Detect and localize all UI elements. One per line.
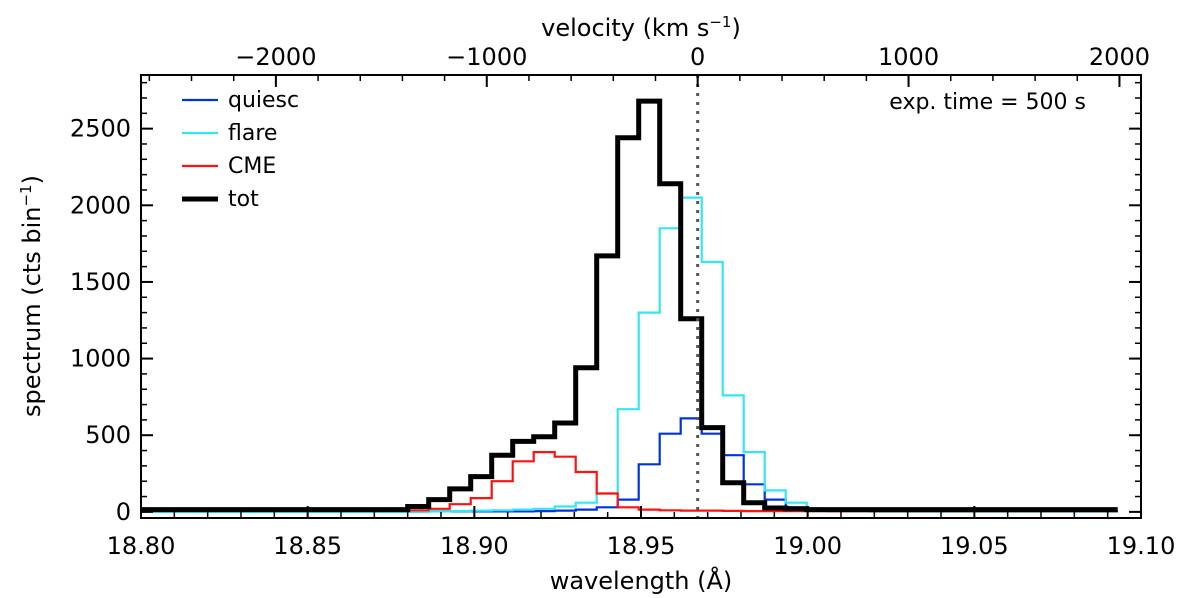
- series-flare-line: [141, 196, 1118, 513]
- x-tick-label: 18.80: [107, 532, 176, 560]
- top-tick-label: 1000: [878, 43, 939, 71]
- series-layer: [141, 98, 1118, 513]
- exposure-time-annotation: exp. time = 500 s: [889, 90, 1086, 115]
- x-tick-label: 18.85: [273, 532, 342, 560]
- top-tick-label: −2000: [235, 43, 316, 71]
- x-tick-label: 19.00: [773, 532, 842, 560]
- series-quiesc-line: [141, 417, 1118, 513]
- top-axis-title-close: ): [731, 14, 740, 42]
- y-axis-title-close: ): [18, 175, 46, 184]
- y-tick-label: 2000: [70, 191, 131, 219]
- x-tick-label: 19.10: [1107, 532, 1176, 560]
- x-tick-label: 19.05: [940, 532, 1009, 560]
- y-tick-label: 500: [85, 421, 131, 449]
- legend-label-tot: tot: [228, 187, 259, 212]
- legend-label-quiesc: quiesc: [228, 88, 299, 113]
- x-tick-label: 18.95: [607, 532, 676, 560]
- series-cme-line: [141, 451, 1118, 513]
- x-tick-label: 18.90: [440, 532, 509, 560]
- legend-label-flare: flare: [228, 121, 277, 146]
- plot-frame: [140, 74, 1142, 519]
- y-tick-label: 2500: [70, 115, 131, 143]
- top-axis-title-sup: −1: [709, 13, 731, 31]
- top-axis-title-main: velocity (km s: [541, 14, 709, 42]
- legend-label-cme: CME: [228, 154, 276, 179]
- y-axis-title-main: spectrum (cts bin: [18, 207, 46, 417]
- y-tick-label: 0: [116, 498, 131, 526]
- legend: quiesc flare CME tot: [182, 88, 299, 212]
- y-tick-label: 1500: [70, 268, 131, 296]
- top-tick-label: −1000: [446, 43, 527, 71]
- top-axis-title: velocity (km s−1): [541, 13, 741, 42]
- y-axis-title-sup: −1: [17, 184, 35, 206]
- ticks-layer: 18.80 18.85 18.90 18.95 19.00 19.05 19.10 0 500 1…: [70, 43, 1175, 560]
- series-tot-line: [141, 98, 1118, 513]
- y-tick-label: 1000: [70, 345, 131, 373]
- top-tick-label: 0: [690, 43, 705, 71]
- y-axis-title: spectrum (cts bin−1): [17, 175, 46, 417]
- top-tick-label: 2000: [1089, 43, 1150, 71]
- x-axis-title: wavelength (Å): [550, 566, 733, 595]
